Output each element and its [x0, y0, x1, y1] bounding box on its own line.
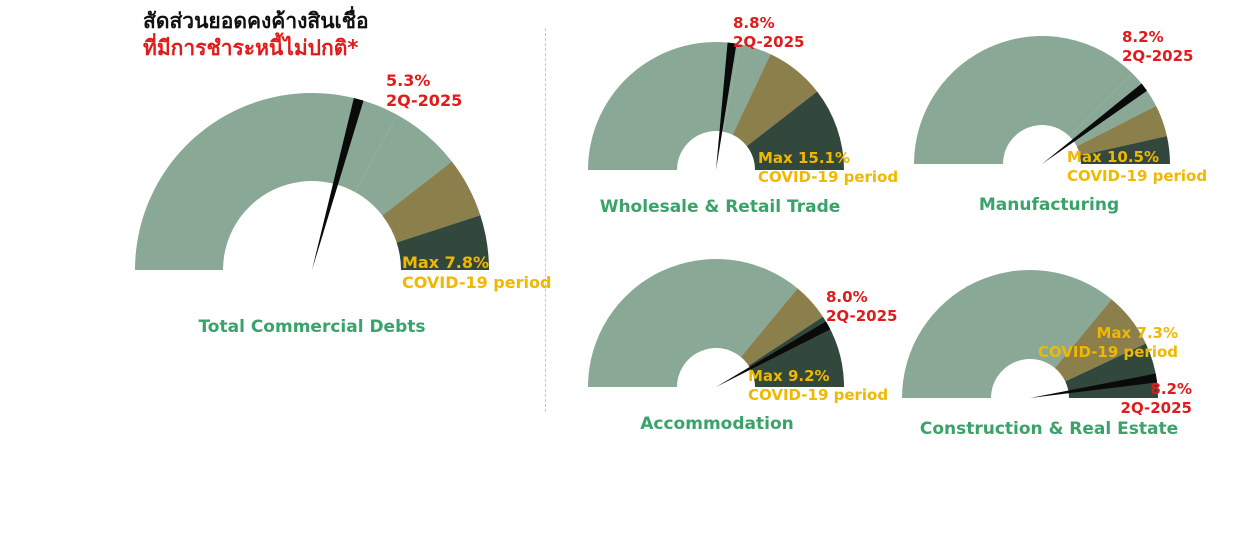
- gauge-band: [732, 54, 818, 147]
- gauge-band: [354, 114, 452, 216]
- page-title: สัดส่วนยอดคงค้างสินเชื่อ ที่มีการชำระหนี…: [143, 8, 369, 62]
- max-label: Max 7.3%: [1096, 324, 1178, 342]
- title-line-1: สัดส่วนยอดคงค้างสินเชื่อ: [143, 9, 369, 33]
- gauge-0: [135, 93, 489, 270]
- needle-sublabel: 2Q-2025: [1121, 399, 1192, 417]
- gauge-title: Accommodation: [640, 414, 793, 434]
- gauge-needle: [716, 42, 737, 170]
- max-label: Max 10.5%: [1067, 148, 1159, 166]
- gauge-band: [135, 93, 398, 270]
- gauge-band: [1054, 299, 1146, 382]
- divider: [545, 28, 546, 412]
- max-sublabel: COVID-19 period: [402, 273, 551, 292]
- needle-label: 5.3%: [386, 71, 430, 90]
- gauge-band: [588, 42, 740, 170]
- gauge-3: [588, 259, 844, 387]
- gauge-title: Total Commercial Debts: [198, 317, 425, 337]
- gauge-title: Construction & Real Estate: [920, 419, 1178, 439]
- gauge-band: [588, 259, 798, 387]
- title-line-2: ที่มีการชำระหนี้ไม่ปกติ*: [143, 36, 359, 60]
- gauge-band: [723, 44, 771, 135]
- gauge-needle: [716, 321, 831, 387]
- max-sublabel: COVID-19 period: [748, 386, 888, 404]
- needle-sublabel: 2Q-2025: [1122, 47, 1193, 65]
- max-label: Max 9.2%: [748, 367, 830, 385]
- gauge-needle: [1030, 373, 1158, 398]
- gauge-title: Wholesale & Retail Trade: [600, 197, 841, 217]
- max-label: Max 7.8%: [402, 253, 489, 272]
- gauge-band: [902, 270, 1112, 398]
- gauge-band: [740, 288, 823, 366]
- gauge-band: [1080, 136, 1170, 164]
- gauge-needle: [312, 97, 364, 270]
- needle-label: 8.8%: [733, 14, 775, 32]
- needle-sublabel: 2Q-2025: [733, 33, 804, 51]
- needle-sublabel: 2Q-2025: [386, 91, 462, 110]
- gauge-4: [902, 270, 1158, 398]
- gauge-1: [588, 42, 844, 170]
- gauge-band: [382, 161, 481, 243]
- needle-label: 8.2%: [1150, 380, 1192, 398]
- max-label: Max 15.1%: [758, 149, 850, 167]
- needle-sublabel: 2Q-2025: [826, 307, 897, 325]
- max-sublabel: COVID-19 period: [1038, 343, 1178, 361]
- gauge-2: [914, 36, 1170, 164]
- max-sublabel: COVID-19 period: [1067, 167, 1207, 185]
- gauge-title: Manufacturing: [979, 195, 1119, 215]
- gauge-needle: [1042, 83, 1148, 164]
- needle-label: 8.0%: [826, 288, 868, 306]
- max-sublabel: COVID-19 period: [758, 168, 898, 186]
- needle-label: 8.2%: [1122, 28, 1164, 46]
- gauge-band: [914, 36, 1133, 164]
- gauge-band: [746, 91, 844, 170]
- gauge-band: [396, 215, 489, 270]
- gauge-band: [1076, 105, 1167, 156]
